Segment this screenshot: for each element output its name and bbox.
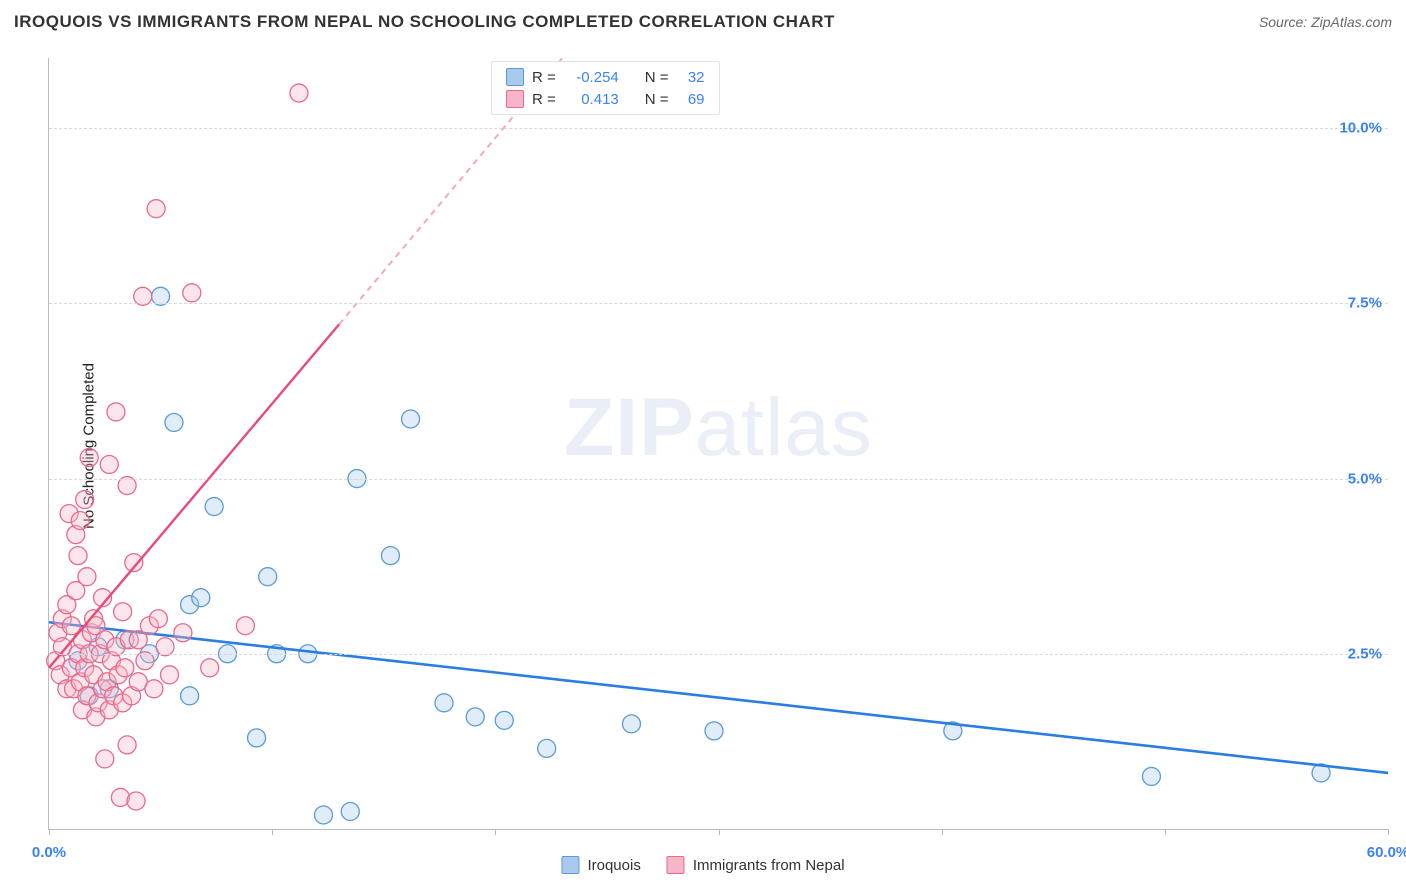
scatter-point — [466, 708, 484, 726]
x-tick-label: 60.0% — [1367, 844, 1406, 861]
scatter-point — [100, 456, 118, 474]
scatter-point — [147, 200, 165, 218]
x-tick — [495, 829, 496, 835]
scatter-point — [149, 610, 167, 628]
trend-line — [49, 622, 1388, 773]
scatter-point — [96, 750, 114, 768]
scatter-point — [538, 739, 556, 757]
scatter-point — [127, 792, 145, 810]
scatter-point — [183, 284, 201, 302]
stats-r-value: 0.413 — [564, 91, 619, 108]
scatter-point — [114, 603, 132, 621]
x-tick — [272, 829, 273, 835]
scatter-point — [181, 687, 199, 705]
scatter-point — [341, 802, 359, 820]
scatter-point — [80, 449, 98, 467]
stats-swatch — [506, 90, 524, 108]
scatter-point — [107, 403, 125, 421]
chart-title: IROQUOIS VS IMMIGRANTS FROM NEPAL NO SCH… — [14, 12, 835, 32]
stats-r-value: -0.254 — [564, 69, 619, 86]
x-tick — [49, 829, 50, 835]
plot-area: ZIPatlas R =-0.254N =32R =0.413N =69 2.5… — [48, 58, 1388, 830]
stats-n-label: N = — [645, 91, 669, 108]
stats-legend-box: R = -0.254 N = 32 R = 0.413 N = 69 — [491, 61, 720, 115]
source-label: Source: ZipAtlas.com — [1259, 14, 1392, 30]
x-tick — [942, 829, 943, 835]
stats-n-value: 32 — [677, 69, 705, 86]
scatter-point — [145, 680, 163, 698]
scatter-point — [236, 617, 254, 635]
legend-swatch — [561, 856, 579, 874]
scatter-point — [314, 806, 332, 824]
title-bar: IROQUOIS VS IMMIGRANTS FROM NEPAL NO SCH… — [14, 12, 1392, 32]
scatter-point — [1142, 767, 1160, 785]
scatter-point — [205, 498, 223, 516]
x-tick — [1388, 829, 1389, 835]
legend-bottom: Iroquois Immigrants from Nepal — [561, 856, 844, 874]
scatter-point — [69, 547, 87, 565]
scatter-point — [381, 547, 399, 565]
plot-svg — [49, 58, 1388, 829]
scatter-point — [435, 694, 453, 712]
scatter-point — [165, 413, 183, 431]
legend-label: Iroquois — [587, 857, 640, 874]
y-tick-label: 7.5% — [1348, 295, 1382, 312]
scatter-point — [174, 624, 192, 642]
stats-n-value: 69 — [677, 91, 705, 108]
x-tick-label: 0.0% — [32, 844, 66, 861]
scatter-point — [402, 410, 420, 428]
scatter-point — [259, 568, 277, 586]
legend-item: Immigrants from Nepal — [667, 856, 845, 874]
y-tick-label: 2.5% — [1348, 645, 1382, 662]
gridline-h — [49, 654, 1388, 655]
stats-r-label: R = — [532, 69, 556, 86]
legend-label: Immigrants from Nepal — [693, 857, 845, 874]
stats-row: R = -0.254 N = 32 — [506, 68, 705, 86]
gridline-h — [49, 303, 1388, 304]
scatter-point — [201, 659, 219, 677]
stats-swatch — [506, 68, 524, 86]
stats-row: R = 0.413 N = 69 — [506, 90, 705, 108]
scatter-point — [118, 736, 136, 754]
scatter-point — [116, 659, 134, 677]
scatter-point — [248, 729, 266, 747]
y-tick-label: 10.0% — [1339, 120, 1382, 137]
scatter-point — [111, 788, 129, 806]
scatter-point — [705, 722, 723, 740]
scatter-point — [71, 512, 89, 530]
y-tick-label: 5.0% — [1348, 470, 1382, 487]
x-tick — [1165, 829, 1166, 835]
scatter-point — [192, 589, 210, 607]
scatter-point — [161, 666, 179, 684]
x-tick — [719, 829, 720, 835]
scatter-point — [78, 568, 96, 586]
gridline-h — [49, 128, 1388, 129]
scatter-point — [622, 715, 640, 733]
legend-swatch — [667, 856, 685, 874]
scatter-point — [495, 711, 513, 729]
legend-item: Iroquois — [561, 856, 640, 874]
stats-r-label: R = — [532, 91, 556, 108]
scatter-point — [290, 84, 308, 102]
scatter-point — [76, 491, 94, 509]
stats-n-label: N = — [645, 69, 669, 86]
gridline-h — [49, 479, 1388, 480]
